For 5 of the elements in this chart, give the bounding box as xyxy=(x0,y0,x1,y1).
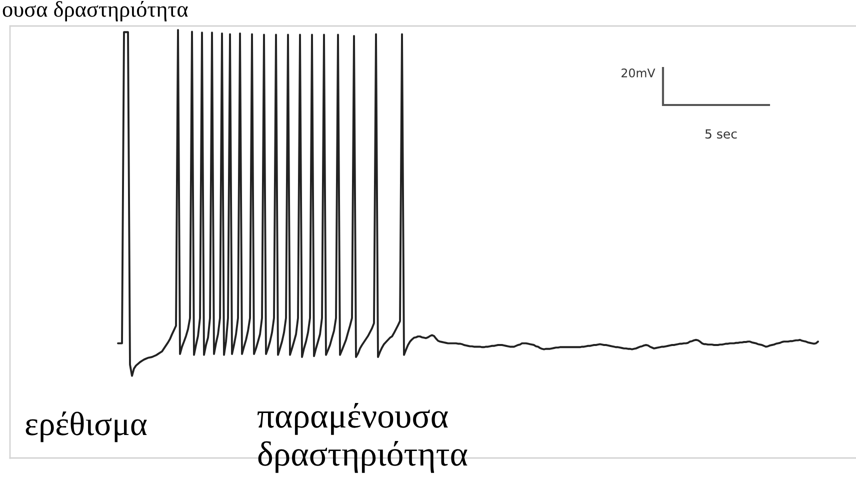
text: ουσα δραστηριότητα xyxy=(2,1,188,22)
annotation: ερέθισμα xyxy=(26,411,147,442)
annotation: 5 sec xyxy=(705,129,737,139)
annotation: παραμένουσα δραστηριότητα xyxy=(257,403,468,473)
annotation: 20mV xyxy=(622,68,656,78)
